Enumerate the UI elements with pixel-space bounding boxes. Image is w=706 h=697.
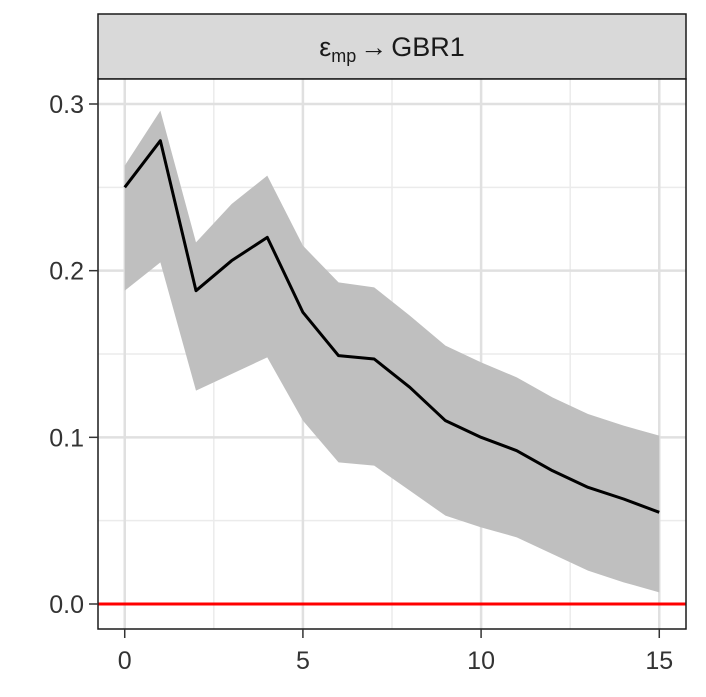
strip-arrow: → (360, 32, 387, 62)
plot-border (97, 78, 687, 630)
response-line (123, 139, 660, 514)
strip-target: GBR1 (391, 32, 465, 62)
x-tick-label: 15 (645, 647, 673, 675)
x-tick-label: 10 (467, 647, 495, 675)
y-tick-label: 0.0 (49, 591, 84, 619)
y-tick-label: 0.3 (49, 91, 84, 119)
response-line-layer (123, 139, 660, 514)
y-axis: 0.0 0.1 0.2 0.3 (49, 91, 98, 619)
facet-strip (97, 13, 687, 80)
strip-subscript: mp (331, 46, 356, 66)
y-tick-label: 0.2 (49, 258, 84, 286)
facet-strip-title: εmp → GBR1 (319, 32, 465, 66)
x-tick-label: 5 (296, 647, 310, 675)
x-axis: 0 5 10 15 (118, 629, 673, 675)
x-tick-label: 0 (118, 647, 132, 675)
confidence-band (124, 110, 660, 593)
strip-symbol: ε (319, 32, 331, 62)
confidence-band-layer (124, 110, 660, 593)
y-tick-label: 0.1 (49, 424, 84, 452)
